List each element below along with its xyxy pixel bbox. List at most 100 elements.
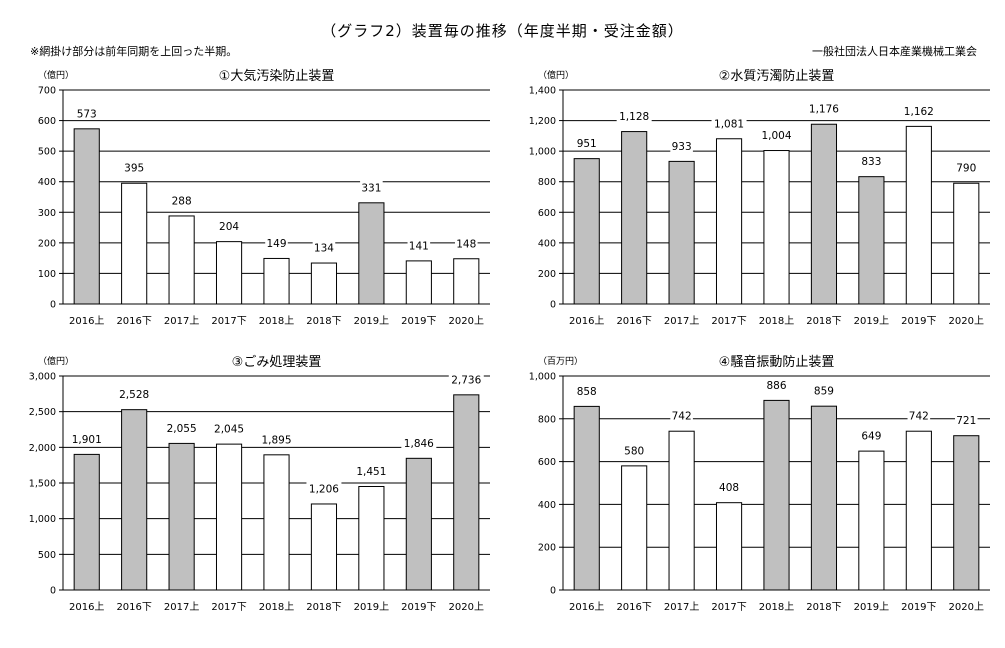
data-label: 1,901 [72, 434, 102, 446]
data-label-bg [575, 384, 599, 398]
bar [453, 394, 480, 591]
data-label-bg [812, 384, 836, 398]
category-label: 2016下 [116, 602, 151, 613]
category-label: 2020上 [949, 601, 984, 613]
data-label: 858 [577, 386, 597, 398]
bar [810, 123, 838, 305]
data-label: 580 [624, 445, 644, 457]
y-tick-label: 200 [538, 269, 556, 280]
y-tick-label: 0 [50, 300, 56, 311]
y-tick-label: 0 [550, 586, 556, 597]
category-label: 2018上 [259, 601, 294, 613]
category-label: 2019下 [901, 602, 936, 613]
bar [215, 241, 243, 305]
category-label: 2018下 [806, 316, 841, 327]
shading-note: ※網掛け部分は前年同期を上回った半期。 [30, 45, 238, 58]
category-label: 2017上 [664, 315, 699, 327]
data-label: 721 [956, 415, 976, 427]
data-label: 886 [766, 380, 786, 392]
y-tick-label: 1,000 [29, 514, 56, 525]
y-tick-label: 200 [38, 238, 56, 249]
y-tick-label: 700 [38, 86, 56, 97]
bar [905, 430, 932, 591]
data-label: 331 [361, 182, 381, 194]
category-label: 2019上 [354, 315, 389, 327]
data-label: 933 [672, 141, 692, 153]
category-label: 2016下 [616, 316, 651, 327]
bar [310, 503, 338, 591]
bar [668, 160, 695, 305]
data-label: 1,895 [261, 434, 291, 446]
data-label: 408 [719, 482, 739, 494]
category-label: 2017下 [711, 602, 746, 613]
data-label: 1,128 [619, 111, 649, 123]
data-label: 1,451 [356, 466, 386, 478]
category-label: 2017下 [211, 316, 246, 327]
data-label-bg [454, 236, 478, 250]
category-label: 2018上 [259, 315, 294, 327]
data-label: 742 [672, 411, 692, 423]
data-label-bg [170, 193, 193, 207]
chart-water-pollution: ②水質汚濁防止装置 （億円） 0 200 400 600 800 1,000 1,200 1,40… [529, 68, 990, 327]
category-label: 2018下 [306, 602, 341, 613]
data-label: 134 [314, 243, 334, 255]
data-label-bg [407, 238, 431, 252]
data-label: 1,176 [809, 104, 839, 116]
bar [73, 128, 100, 305]
data-label: 395 [124, 163, 144, 175]
data-label-bg [670, 409, 693, 423]
bar [858, 450, 885, 591]
y-tick-label: 1,000 [529, 147, 556, 158]
data-label: 2,045 [214, 424, 244, 436]
y-tick-label: 3,000 [29, 372, 56, 383]
y-tick-label: 100 [38, 269, 56, 280]
y-tick-label: 600 [538, 208, 556, 219]
unit-label: （億円） [38, 69, 74, 81]
bar [405, 457, 432, 591]
category-label: 2020上 [449, 601, 484, 613]
bar [358, 485, 385, 591]
bar [858, 176, 885, 305]
source-label: 一般社団法人日本産業機械工業会 [812, 45, 977, 58]
data-label-bg [116, 387, 152, 401]
data-label: 742 [909, 411, 929, 423]
category-label: 2016下 [616, 602, 651, 613]
data-label: 288 [172, 195, 192, 207]
bar [715, 138, 743, 305]
data-label: 1,162 [904, 106, 934, 118]
bar [810, 405, 838, 591]
data-label-bg [265, 236, 288, 250]
bar [953, 435, 980, 591]
bar [763, 150, 790, 305]
y-tick-label: 500 [38, 550, 56, 561]
data-label-bg [164, 421, 200, 435]
data-label: 573 [77, 108, 97, 120]
data-label-bg [353, 464, 389, 478]
bar [905, 125, 932, 305]
bar [573, 405, 600, 591]
category-label: 2018下 [806, 602, 841, 613]
chart-waste-treatment: ③ごみ処理装置 （億円） 0 500 1,000 1,500 2,000 2,500 3,000… [29, 354, 490, 613]
y-tick-label: 800 [538, 414, 556, 425]
y-tick-label: 0 [550, 300, 556, 311]
chart-title: ②水質汚濁防止装置 [719, 68, 835, 84]
y-tick-label: 600 [38, 116, 56, 127]
chart-title: ③ごみ処理装置 [232, 354, 322, 370]
y-tick-label: 1,400 [529, 86, 556, 97]
data-label: 833 [861, 156, 881, 168]
data-label-bg [765, 378, 788, 392]
data-label-bg [622, 443, 646, 457]
data-label-bg [907, 409, 931, 423]
category-label: 2017上 [164, 315, 199, 327]
y-tick-label: 2,500 [29, 407, 56, 418]
data-label-bg [711, 116, 747, 130]
bar [310, 262, 338, 305]
data-label-bg [75, 106, 99, 120]
data-label: 204 [219, 221, 239, 233]
category-label: 2017下 [211, 602, 246, 613]
y-tick-label: 400 [38, 177, 56, 188]
data-label-bg [717, 480, 741, 494]
y-tick-label: 2,000 [29, 443, 56, 454]
bar [621, 131, 648, 305]
bar [405, 260, 432, 305]
